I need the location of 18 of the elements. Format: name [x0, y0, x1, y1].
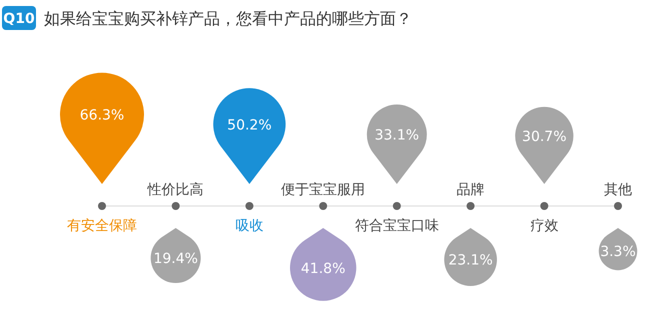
category-label: 其他	[604, 182, 632, 198]
category-label: 符合宝宝口味	[354, 218, 439, 234]
data-label: 66.3%	[80, 108, 124, 124]
data-label: 50.2%	[227, 117, 272, 134]
category-label: 品牌	[456, 182, 485, 198]
category-label: 性价比高	[146, 182, 204, 198]
category-label: 便于宝宝服用	[281, 182, 366, 198]
category-label: 有安全保障	[67, 218, 137, 234]
category-label: 吸收	[235, 218, 264, 234]
data-label: 23.1%	[448, 252, 493, 269]
data-label: 33.1%	[374, 128, 420, 144]
data-label: 41.8%	[300, 260, 346, 277]
data-label: 30.7%	[522, 128, 567, 145]
badge: Q10	[2, 6, 36, 30]
text: 如果给宝宝购买补锌产品，您看中产品的哪些方面？	[44, 9, 412, 28]
category-label: 疗效	[530, 218, 558, 234]
data-label: 19.4%	[153, 251, 198, 268]
data-label: 3.3%	[600, 244, 636, 260]
